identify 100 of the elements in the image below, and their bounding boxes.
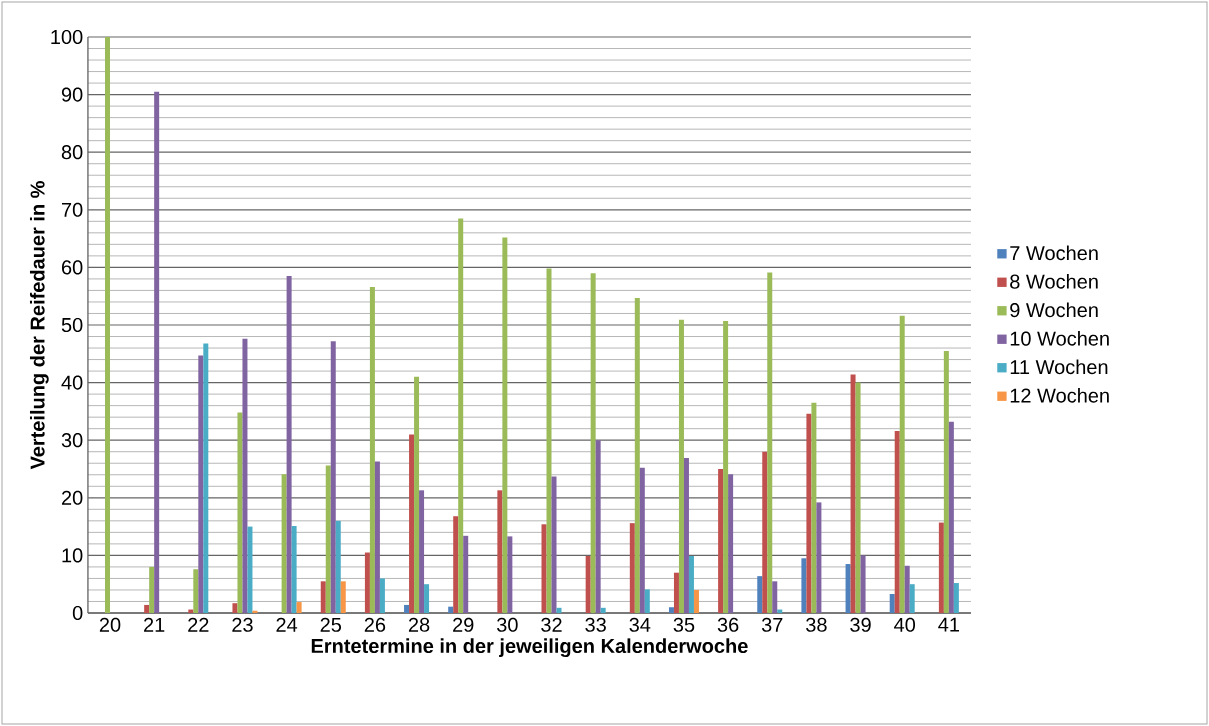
bar (889, 593, 895, 613)
bar (232, 603, 238, 613)
y-tick-label: 80 (61, 145, 83, 160)
bar (198, 355, 204, 613)
bar (502, 237, 508, 613)
bar (673, 572, 679, 613)
x-tick-label: 26 (364, 617, 386, 632)
bar (801, 558, 807, 613)
bar (291, 526, 297, 613)
x-tick-label: 30 (496, 617, 518, 632)
bar (634, 297, 640, 613)
bar (600, 607, 606, 613)
bar (629, 523, 635, 613)
x-tick-label: 33 (585, 617, 606, 632)
bar (409, 434, 415, 613)
x-axis-title: Erntetermine in der jeweiligen Kalenderwoche (311, 638, 748, 658)
bar (943, 350, 949, 613)
bar (237, 412, 243, 613)
bar (806, 413, 812, 613)
bar (644, 589, 650, 613)
bar (757, 576, 763, 613)
bar (585, 555, 591, 613)
bar (693, 589, 699, 613)
y-tick-label: 90 (61, 87, 83, 102)
x-tick-label: 29 (453, 617, 474, 632)
bar (953, 583, 959, 613)
bar (948, 421, 954, 613)
bar (678, 319, 684, 613)
bar (286, 276, 292, 613)
bar (203, 343, 209, 613)
legend-label: 10 Wochen (1010, 331, 1109, 346)
y-tick-label: 100 (51, 29, 83, 45)
x-tick-label: 36 (717, 617, 739, 632)
bar (762, 451, 768, 613)
legend-label: 9 Wochen (1010, 302, 1098, 318)
bar (556, 607, 562, 613)
y-tick-label: 70 (62, 202, 83, 217)
x-tick-label: 35 (673, 617, 695, 632)
bar (507, 536, 513, 613)
bar (247, 526, 253, 613)
bar (668, 607, 674, 613)
bar (369, 286, 375, 613)
y-tick-label: 60 (62, 260, 83, 275)
bar (335, 520, 341, 613)
bar (330, 341, 336, 613)
bar (683, 458, 689, 613)
bar (772, 581, 778, 613)
bar (855, 382, 861, 613)
bar (374, 461, 380, 613)
x-tick-label: 38 (806, 617, 827, 632)
x-tick-label: 40 (894, 617, 916, 632)
x-tick-label: 21 (144, 617, 165, 632)
bar (688, 555, 694, 613)
y-tick-label: 0 (72, 605, 83, 621)
bar (453, 516, 459, 613)
bar (404, 604, 410, 613)
bar (281, 474, 287, 613)
bar (144, 604, 150, 613)
bar (845, 564, 851, 613)
bar (546, 268, 552, 613)
bar (850, 374, 856, 613)
x-tick-label: 41 (938, 617, 959, 632)
legend-label: 8 Wochen (1010, 274, 1098, 289)
bar (193, 569, 199, 613)
bar (463, 535, 469, 613)
bar (340, 581, 346, 613)
bar (296, 602, 302, 613)
bar (320, 581, 326, 613)
y-tick-label: 50 (61, 317, 83, 333)
y-tick-label: 40 (61, 375, 83, 390)
legend-label: 12 Wochen (1010, 387, 1109, 403)
bar (728, 474, 734, 613)
bar (723, 320, 729, 613)
x-tick-label: 22 (188, 617, 209, 632)
bar (899, 315, 905, 613)
bar (541, 524, 547, 613)
bar (448, 606, 454, 613)
bar (718, 469, 724, 613)
bar (379, 578, 385, 613)
bar (419, 490, 425, 613)
legend-label: 11 Wochen (1010, 359, 1108, 375)
x-tick-label: 20 (99, 617, 121, 632)
bar (595, 440, 601, 613)
bar (497, 490, 503, 613)
x-tick-label: 34 (629, 617, 651, 632)
y-axis-title: Verteilung der Reifedauer in % (29, 181, 49, 470)
x-tick-label: 37 (761, 617, 783, 632)
bar (639, 467, 645, 613)
bar (105, 37, 110, 613)
bar (242, 338, 248, 613)
x-tick-label: 24 (276, 617, 298, 632)
x-tick-label: 28 (408, 617, 430, 632)
x-tick-label: 39 (850, 617, 871, 632)
y-tick-label: 30 (61, 433, 83, 448)
bar (325, 465, 331, 613)
bar (414, 376, 420, 613)
x-tick-label: 23 (232, 617, 253, 632)
x-tick-label: 25 (320, 617, 342, 632)
y-tick-label: 10 (62, 548, 83, 563)
y-tick-label: 20 (61, 490, 83, 505)
